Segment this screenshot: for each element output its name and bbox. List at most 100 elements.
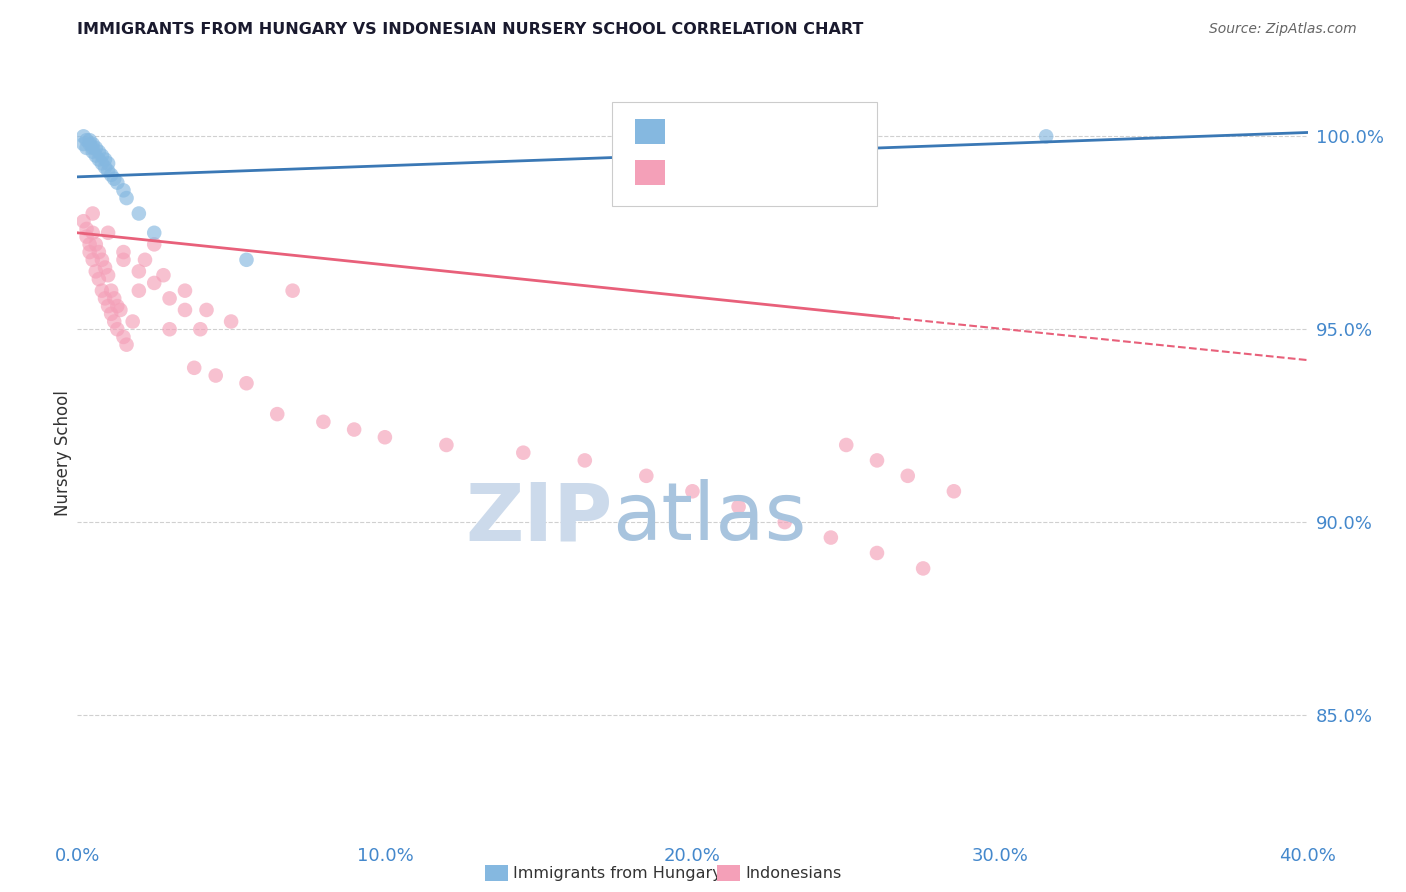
Point — [97, 226, 120, 240]
Point — [82, 141, 104, 155]
Point — [574, 453, 596, 467]
Point — [84, 264, 107, 278]
Point — [90, 252, 114, 267]
Point — [115, 337, 138, 351]
Point — [87, 153, 110, 167]
Point — [183, 360, 205, 375]
Point — [112, 245, 135, 260]
Text: Source: ZipAtlas.com: Source: ZipAtlas.com — [1209, 22, 1357, 37]
Point — [121, 314, 143, 328]
Text: ZIP: ZIP — [465, 479, 613, 558]
Point — [159, 322, 181, 336]
Point — [82, 145, 104, 159]
Point — [103, 314, 125, 328]
Point — [79, 136, 101, 151]
Text: R = 0.259   N = 28: R = 0.259 N = 28 — [673, 122, 863, 140]
Point — [143, 276, 166, 290]
Point — [835, 438, 858, 452]
Point — [110, 302, 132, 317]
Point — [897, 468, 920, 483]
Point — [103, 171, 125, 186]
Point — [79, 133, 101, 147]
Point — [100, 168, 122, 182]
Point — [195, 302, 218, 317]
Point — [76, 229, 98, 244]
Point — [112, 252, 135, 267]
Point — [343, 423, 366, 437]
Point — [219, 314, 242, 328]
Point — [94, 260, 117, 275]
Point — [128, 206, 150, 220]
Point — [84, 237, 107, 252]
Point — [82, 226, 104, 240]
Text: Immigrants from Hungary: Immigrants from Hungary — [513, 866, 721, 880]
Point — [374, 430, 396, 444]
Point — [727, 500, 749, 514]
Point — [636, 468, 658, 483]
Point — [112, 330, 135, 344]
Point — [87, 145, 110, 159]
Point — [942, 484, 965, 499]
Point — [105, 299, 128, 313]
Bar — [634, 161, 665, 185]
Point — [90, 148, 114, 162]
Point — [174, 302, 197, 317]
Point — [79, 237, 101, 252]
Point — [235, 252, 257, 267]
Point — [72, 214, 94, 228]
Point — [82, 136, 104, 151]
Point — [134, 252, 156, 267]
Point — [76, 133, 98, 147]
Bar — [634, 120, 665, 144]
Point — [912, 561, 935, 575]
Point — [115, 191, 138, 205]
Point — [72, 129, 94, 144]
Point — [94, 160, 117, 174]
Point — [100, 307, 122, 321]
Point — [90, 284, 114, 298]
Point — [76, 222, 98, 236]
Point — [105, 176, 128, 190]
Point — [79, 245, 101, 260]
Point — [94, 292, 117, 306]
Point — [112, 183, 135, 197]
Point — [866, 546, 889, 560]
Point — [266, 407, 288, 421]
Point — [97, 156, 120, 170]
Point — [204, 368, 226, 383]
Point — [90, 156, 114, 170]
Point — [94, 153, 117, 167]
Point — [97, 268, 120, 283]
Point — [84, 141, 107, 155]
Point — [128, 264, 150, 278]
Point — [82, 252, 104, 267]
Point — [100, 284, 122, 298]
Point — [773, 515, 796, 529]
Point — [97, 164, 120, 178]
Point — [159, 292, 181, 306]
Point — [84, 148, 107, 162]
Point — [312, 415, 335, 429]
Point — [143, 226, 166, 240]
Point — [105, 322, 128, 336]
Point — [820, 531, 842, 545]
Point — [682, 484, 704, 499]
Point — [128, 284, 150, 298]
Point — [1035, 129, 1057, 144]
Point — [87, 245, 110, 260]
Y-axis label: Nursery School: Nursery School — [53, 390, 72, 516]
Text: IMMIGRANTS FROM HUNGARY VS INDONESIAN NURSERY SCHOOL CORRELATION CHART: IMMIGRANTS FROM HUNGARY VS INDONESIAN NU… — [77, 22, 863, 37]
Point — [152, 268, 174, 283]
Point — [174, 284, 197, 298]
Point — [436, 438, 458, 452]
Point — [281, 284, 304, 298]
Point — [188, 322, 212, 336]
Point — [87, 272, 110, 286]
Text: Indonesians: Indonesians — [745, 866, 841, 880]
Point — [82, 206, 104, 220]
Point — [97, 299, 120, 313]
Point — [72, 136, 94, 151]
Point — [103, 292, 125, 306]
Point — [235, 376, 257, 391]
Point — [512, 445, 534, 459]
